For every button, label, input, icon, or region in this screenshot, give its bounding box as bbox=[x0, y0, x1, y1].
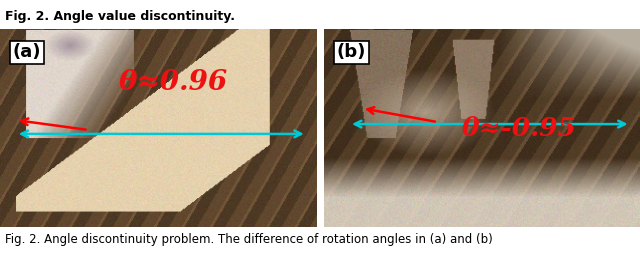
Text: (a): (a) bbox=[13, 43, 41, 61]
Text: θ≈-0.95: θ≈-0.95 bbox=[462, 115, 577, 141]
Text: (b): (b) bbox=[337, 43, 366, 61]
Text: Fig. 2. Angle value discontinuity.: Fig. 2. Angle value discontinuity. bbox=[5, 10, 235, 23]
Text: θ≈0.96: θ≈0.96 bbox=[119, 69, 228, 96]
Text: Fig. 2. Angle discontinuity problem. The difference of rotation angles in (a) an: Fig. 2. Angle discontinuity problem. The… bbox=[5, 233, 493, 246]
